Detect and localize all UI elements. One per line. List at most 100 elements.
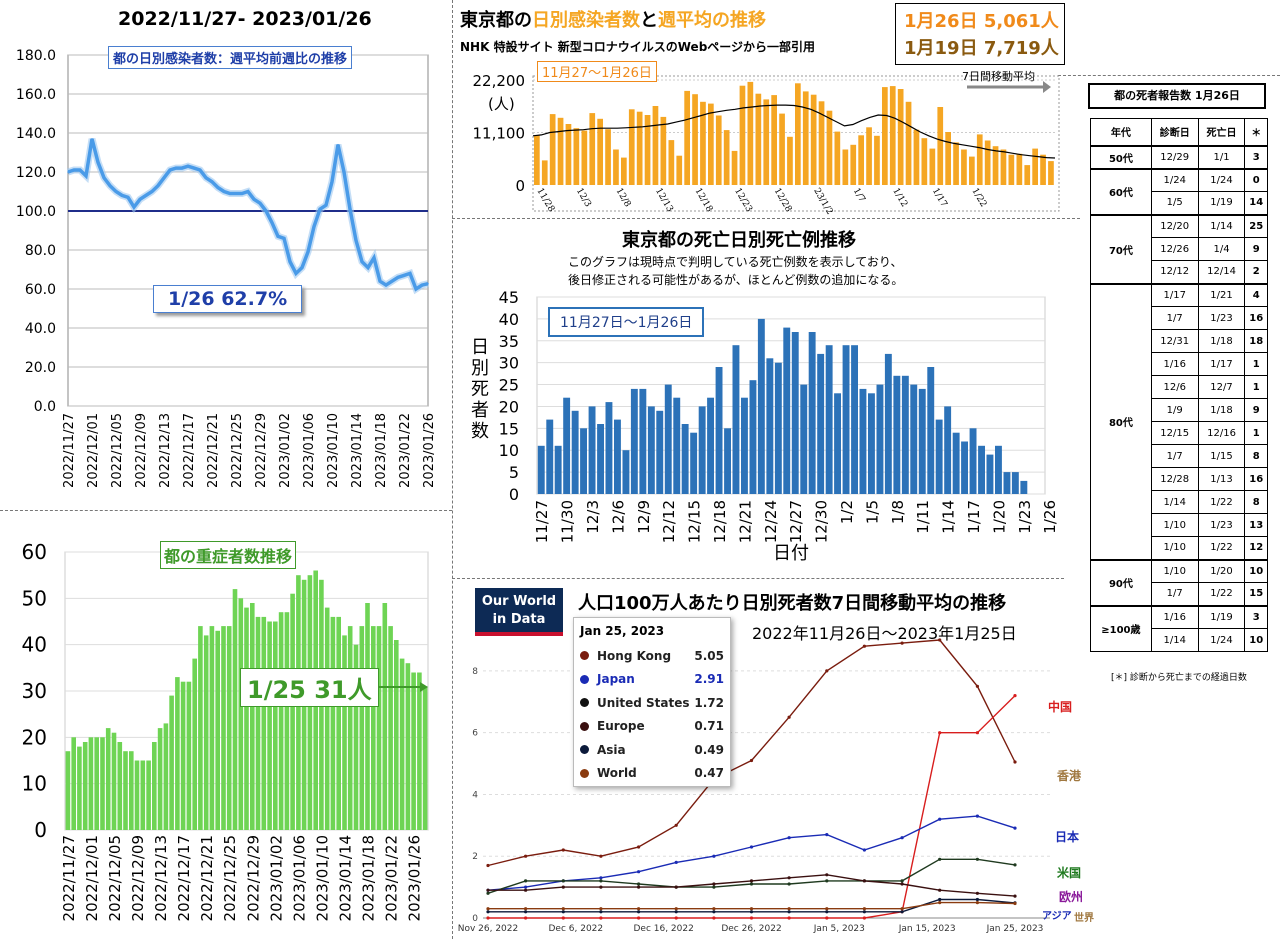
x-tick-label: 12/6 bbox=[609, 500, 627, 534]
y-axis-label-char: 別 bbox=[471, 358, 489, 379]
death-bar bbox=[656, 410, 664, 494]
series-point bbox=[1013, 694, 1017, 698]
severe-bar bbox=[111, 732, 117, 830]
x-tick-label: 1/5 bbox=[863, 500, 881, 524]
ratio-point bbox=[343, 171, 345, 173]
severe-bar bbox=[290, 593, 295, 830]
avg-arrowhead bbox=[1043, 81, 1051, 93]
severe-bar bbox=[140, 760, 146, 830]
diagnosis-date-cell: 12/31 bbox=[1150, 329, 1199, 353]
x-tick-label: 2023/01/26 bbox=[422, 413, 437, 488]
severe-bar bbox=[198, 626, 203, 830]
owid-series-label: 米国 bbox=[1057, 866, 1082, 880]
y-tick-label: 30 bbox=[22, 679, 47, 703]
elapsed-days-cell: 1 bbox=[1244, 421, 1268, 445]
cases-title-part-2: 日別感染者数 bbox=[532, 10, 640, 31]
series-point bbox=[900, 836, 904, 840]
death-date-cell: 1/22 bbox=[1197, 582, 1246, 606]
x-tick-label: 12/24 bbox=[762, 500, 780, 543]
series-point bbox=[1013, 901, 1017, 906]
x-tick-label: 2022/12/25 bbox=[221, 835, 239, 921]
death-bar bbox=[893, 375, 901, 494]
x-tick-label: 2023/01/02 bbox=[278, 413, 293, 488]
death-date-cell: 1/22 bbox=[1197, 490, 1246, 514]
table-row: 12/28 1/13 16 bbox=[1091, 467, 1268, 491]
divider-right-2 bbox=[452, 578, 1064, 579]
x-tick-label: 2022/12/21 bbox=[198, 835, 216, 921]
ratio-point bbox=[367, 266, 369, 269]
diagnosis-date-cell: 12/15 bbox=[1150, 421, 1199, 445]
x-tick-label: Nov 26, 2022 bbox=[458, 924, 519, 934]
x-tick-label: 2022/12/13 bbox=[152, 835, 170, 921]
ratio-point bbox=[133, 206, 135, 208]
series-point bbox=[674, 907, 678, 911]
series-point bbox=[524, 885, 528, 889]
severe-bar bbox=[382, 603, 388, 830]
divider-vertical bbox=[452, 0, 453, 939]
cases-bar bbox=[976, 134, 983, 185]
severe-bar bbox=[359, 626, 365, 830]
table-row: 1/14 1/24 10 bbox=[1091, 628, 1268, 652]
cases-bar bbox=[636, 111, 643, 185]
severe-bar bbox=[422, 686, 428, 830]
x-tick-label: 1/14 bbox=[940, 500, 958, 534]
cases-bar bbox=[874, 135, 880, 185]
cases-bar bbox=[866, 127, 872, 185]
y-tick-label: 10 bbox=[499, 441, 519, 460]
ratio-point bbox=[373, 257, 375, 259]
diagnosis-date-cell: 1/16 bbox=[1150, 352, 1199, 376]
elapsed-days-cell: 8 bbox=[1244, 444, 1268, 468]
table-row: 1/7 1/23 16 bbox=[1091, 306, 1268, 330]
death-bar bbox=[1020, 480, 1028, 494]
cases-bar bbox=[573, 128, 580, 185]
y-tick-label: 11,100 bbox=[473, 125, 526, 143]
cases-bar bbox=[700, 101, 706, 185]
y-axis-label-char: 死 bbox=[471, 379, 489, 400]
death-bar bbox=[961, 441, 968, 494]
cases-bar bbox=[541, 160, 548, 185]
cases-bar bbox=[802, 91, 809, 185]
x-tick-label: 2022/12/29 bbox=[244, 835, 262, 921]
cases-bar bbox=[953, 142, 959, 185]
x-tick-label: 2022/12/29 bbox=[254, 413, 269, 488]
y-tick-label: 45 bbox=[499, 288, 519, 307]
series-point bbox=[599, 879, 603, 883]
series-point bbox=[900, 879, 904, 883]
death-bar bbox=[901, 375, 909, 494]
plot-area bbox=[67, 54, 429, 407]
cases-bar bbox=[945, 132, 951, 185]
series-point bbox=[486, 907, 490, 911]
death-date-cell: 1/19 bbox=[1197, 191, 1246, 215]
series-point bbox=[561, 907, 565, 911]
severe-bar bbox=[226, 626, 232, 830]
x-tick-label: Jan 5, 2023 bbox=[813, 924, 865, 934]
ratio-point bbox=[157, 184, 159, 187]
elapsed-days-cell: 18 bbox=[1244, 329, 1268, 353]
diagnosis-date-cell: 12/28 bbox=[1150, 467, 1199, 491]
death-bar bbox=[817, 353, 825, 494]
death-bar bbox=[571, 410, 579, 494]
death-bar bbox=[707, 397, 714, 494]
owid-series-label: 世界 bbox=[1074, 913, 1094, 924]
cases-bar bbox=[779, 113, 785, 185]
table-row: 1/7 1/22 15 bbox=[1091, 582, 1268, 606]
series-line-japan bbox=[487, 815, 1016, 891]
cases-bar bbox=[763, 99, 770, 185]
series-point bbox=[561, 848, 565, 852]
diagnosis-date-cell: 12/26 bbox=[1150, 237, 1199, 261]
y-tick-label: 5 bbox=[509, 463, 519, 482]
series-point bbox=[1013, 863, 1017, 867]
cases-bar bbox=[668, 140, 675, 185]
table-row: 60代 1/24 1/24 0 bbox=[1090, 167, 1268, 215]
severe-bar bbox=[146, 760, 151, 830]
severe-chart: 0 10 20 30 40 50 60 2022/11/27 2022/12/01 2022/12… bbox=[22, 540, 429, 921]
series-point bbox=[599, 910, 603, 914]
ratio-point bbox=[91, 138, 93, 140]
cases-title: 東京都の日別感染者数と週平均の推移 bbox=[460, 6, 766, 32]
table-row: 1/9 1/18 9 bbox=[1091, 398, 1268, 422]
y-tick-label: 4 bbox=[472, 790, 478, 800]
cases-bar bbox=[842, 149, 849, 185]
series-point bbox=[561, 916, 565, 920]
x-tick-label: 12/3 bbox=[574, 187, 593, 210]
ratio-point bbox=[121, 194, 123, 197]
